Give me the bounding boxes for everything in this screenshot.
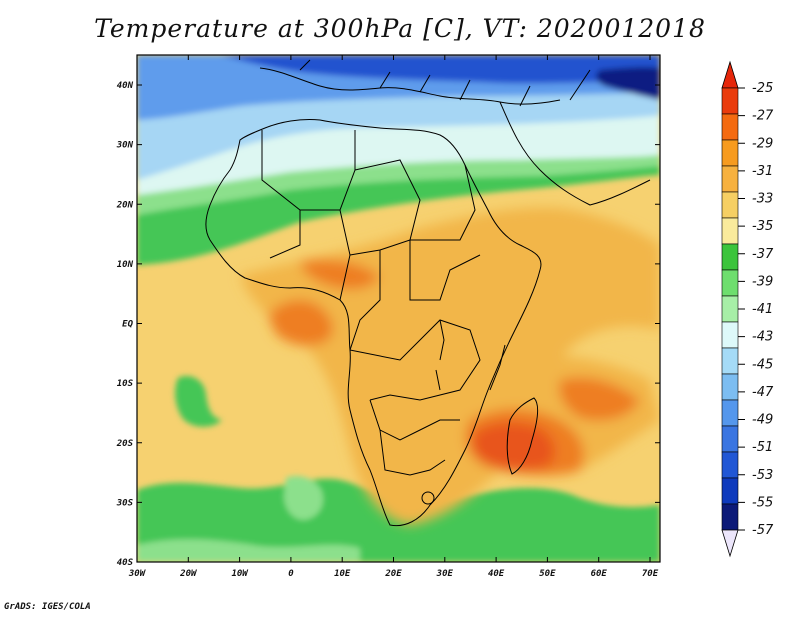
band-navy — [596, 67, 660, 100]
colorbar-box — [721, 243, 739, 271]
lesotho-outline — [421, 491, 435, 505]
colorbar-label: -39 — [752, 274, 773, 289]
border-central — [349, 240, 481, 351]
colorbar-label: -53 — [752, 468, 773, 483]
lat-label: 30S — [116, 498, 134, 508]
south-atlantic-cold-patch — [284, 475, 324, 520]
colorbar-box — [721, 295, 739, 323]
colorbar-boxes — [721, 87, 739, 531]
hot-sahel — [300, 259, 380, 290]
very-hot-core — [472, 422, 555, 470]
colorbar-label: -45 — [752, 357, 773, 372]
colorbar-label: -33 — [752, 192, 773, 207]
lat-label: 20S — [116, 439, 134, 449]
colorbar-box — [721, 451, 739, 479]
colorbar-box — [721, 425, 739, 453]
border-south — [369, 399, 460, 476]
border-north-west — [261, 130, 356, 211]
arabian-peninsula-outline — [499, 101, 651, 206]
colorbar-label: -37 — [752, 247, 774, 262]
border-west — [269, 209, 351, 301]
south-band-green-east — [560, 524, 660, 562]
lat-label: 30N — [116, 141, 134, 151]
colorbar-label: -29 — [752, 136, 773, 151]
colorbar-box — [721, 347, 739, 375]
border-north-east — [410, 164, 476, 241]
lat-label: 40S — [117, 558, 134, 568]
colorbar-label: -43 — [752, 330, 773, 345]
colorbar-labels: -25 -27 -29 -31 -33 -35 -37 -39 -41 -43 -45 -47 -49 -… — [738, 81, 774, 538]
colorbar-label: -27 — [752, 109, 774, 124]
plot-frame — [136, 54, 661, 563]
lon-label: 10W — [231, 569, 249, 579]
colorbar-box — [721, 191, 739, 219]
colorbar-label: -47 — [752, 385, 774, 400]
colorbar-top-arrow — [721, 60, 739, 89]
colorbar-box — [721, 165, 739, 193]
colorbar-label: -41 — [752, 302, 773, 317]
colorbar-box — [721, 113, 739, 141]
border-south-central — [349, 319, 481, 401]
mediterranean-coast — [259, 67, 561, 105]
lon-label: 30E — [436, 569, 454, 579]
country-borders — [205, 59, 651, 527]
colorbar-box — [721, 217, 739, 245]
colorbar-label: -35 — [752, 219, 773, 234]
lat-label: 20N — [116, 200, 134, 210]
border-north-central — [349, 159, 421, 256]
colorbar-label: -57 — [752, 523, 774, 538]
colorbar-box — [721, 399, 739, 427]
colorbar-bottom-arrow — [721, 529, 739, 558]
continent-outline — [205, 119, 542, 527]
colorbar-box — [721, 477, 739, 505]
lon-label: 40E — [488, 569, 505, 579]
colorbar-label: -51 — [752, 440, 773, 455]
colorbar-box — [721, 269, 739, 297]
colorbar-label: -55 — [752, 495, 773, 510]
colorbar-box — [721, 503, 739, 531]
atlantic-cold-patch — [175, 375, 222, 427]
hot-gulf-of-guinea — [268, 299, 333, 346]
lon-label: 60E — [591, 569, 608, 579]
colorbar: -25 -27 -29 -31 -33 -35 -37 -39 -41 -43 -45 -47 -49 -… — [721, 60, 774, 558]
colorbar-box — [721, 139, 739, 167]
madagascar-outline — [506, 397, 539, 475]
hot-indian-ocean — [559, 377, 640, 421]
map-title: Temperature at 300hPa [C], VT: 202001201… — [94, 14, 706, 43]
colorbar-box — [721, 321, 739, 349]
lon-label: 20E — [384, 569, 402, 579]
colorbar-label: -25 — [752, 81, 773, 96]
border-east-coast — [489, 344, 506, 391]
south-band-light-green — [137, 539, 360, 562]
lat-label: 10S — [117, 379, 134, 389]
band-deep-blue — [220, 55, 660, 84]
colorbar-box — [721, 373, 739, 401]
lon-label: 10E — [334, 569, 351, 579]
lon-label: 30W — [128, 569, 147, 579]
europe-borders — [299, 59, 591, 107]
colorbar-box — [721, 87, 739, 115]
lat-label: 40N — [117, 81, 134, 91]
lon-label: 0 — [288, 569, 294, 579]
lon-label: 70E — [642, 569, 659, 579]
temperature-field — [137, 55, 660, 562]
colorbar-label: -31 — [752, 164, 773, 179]
lat-label: 10N — [117, 260, 134, 270]
lon-label: 50E — [539, 569, 556, 579]
warm-areas — [240, 207, 660, 525]
colorbar-label: -49 — [752, 413, 773, 428]
great-lakes-outline — [435, 319, 445, 391]
longitude-ticks: 30W 20W 10W 0 10E 20E 30E 40E 50E 60E 70E — [128, 55, 659, 579]
grads-credit: GrADS: IGES/COLA — [4, 602, 91, 612]
latitude-ticks: 40N 30N 20N 10N EQ 10S 20S 30S 40S — [116, 81, 660, 568]
lon-label: 20W — [179, 569, 198, 579]
lat-label: EQ — [122, 320, 133, 330]
